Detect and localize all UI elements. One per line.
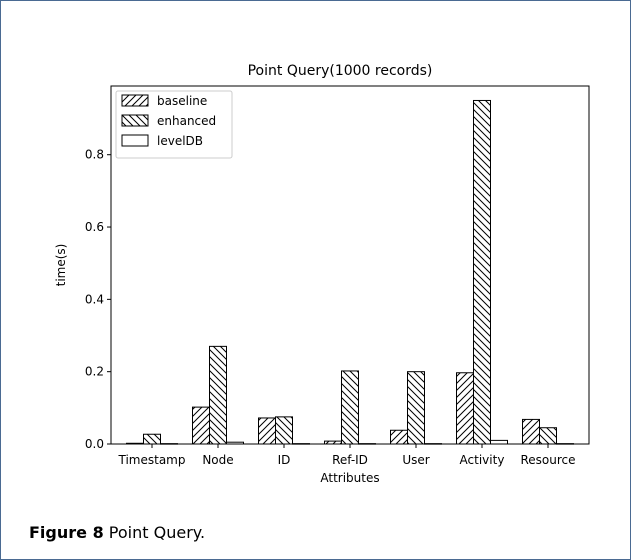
legend-swatch-enhanced	[121, 114, 149, 127]
caption-label: Figure 8	[29, 523, 104, 542]
x-axis: Timestamp Node ID Ref-ID User Activity Resourc…	[118, 444, 576, 467]
bar-enhanced-ID	[275, 416, 293, 445]
bar-enhanced-Ref-ID	[341, 370, 359, 445]
bar-baseline-User	[390, 429, 408, 445]
bar-enhanced-Timestamp	[143, 433, 161, 445]
y-tick-label: 0.6	[85, 220, 104, 234]
x-tick-label: Activity	[460, 453, 505, 467]
y-tick-label: 0.2	[85, 365, 104, 379]
bar-baseline-Resource	[522, 418, 540, 445]
legend-label-enhanced: enhanced	[157, 114, 216, 128]
y-axis-label: time(s)	[54, 244, 68, 287]
x-tick-label: Node	[202, 453, 233, 467]
bar-enhanced-Resource	[539, 427, 557, 445]
y-axis: 0.0 0.2 0.4 0.6 0.8	[85, 148, 111, 451]
x-tick-label: Timestamp	[118, 453, 186, 467]
caption-text: Point Query.	[108, 523, 206, 542]
bar-levelDB-Activity	[490, 439, 508, 445]
x-tick-label: Resource	[520, 453, 575, 467]
x-tick-label: Ref-ID	[332, 453, 368, 467]
y-tick-label: 0.8	[85, 148, 104, 162]
y-tick-label: 0.4	[85, 292, 104, 306]
x-tick-label: User	[402, 453, 429, 467]
bar-enhanced-Node	[209, 345, 227, 445]
bar-baseline-Node	[192, 406, 210, 445]
legend-swatch-levelDB	[121, 134, 149, 147]
figure-caption: Figure 8 Point Query.	[29, 523, 205, 542]
bar-baseline-ID	[258, 417, 276, 445]
legend-label-baseline: baseline	[157, 94, 207, 108]
legend-label-levelDB: levelDB	[157, 134, 203, 148]
chart-title: Point Query(1000 records)	[248, 63, 433, 79]
bar-baseline-Activity	[456, 372, 474, 445]
x-tick-label: ID	[278, 453, 291, 467]
legend-swatch-baseline	[121, 94, 149, 107]
bars-group	[126, 99, 574, 445]
y-tick-label: 0.0	[85, 437, 104, 451]
x-axis-label: Attributes	[320, 471, 379, 485]
bar-enhanced-User	[407, 371, 425, 445]
bar-enhanced-Activity	[473, 99, 491, 445]
legend: baseline enhanced levelDB	[115, 90, 233, 159]
bar-chart: Point Query(1000 records) 0.00.20.40.60.…	[54, 63, 590, 485]
